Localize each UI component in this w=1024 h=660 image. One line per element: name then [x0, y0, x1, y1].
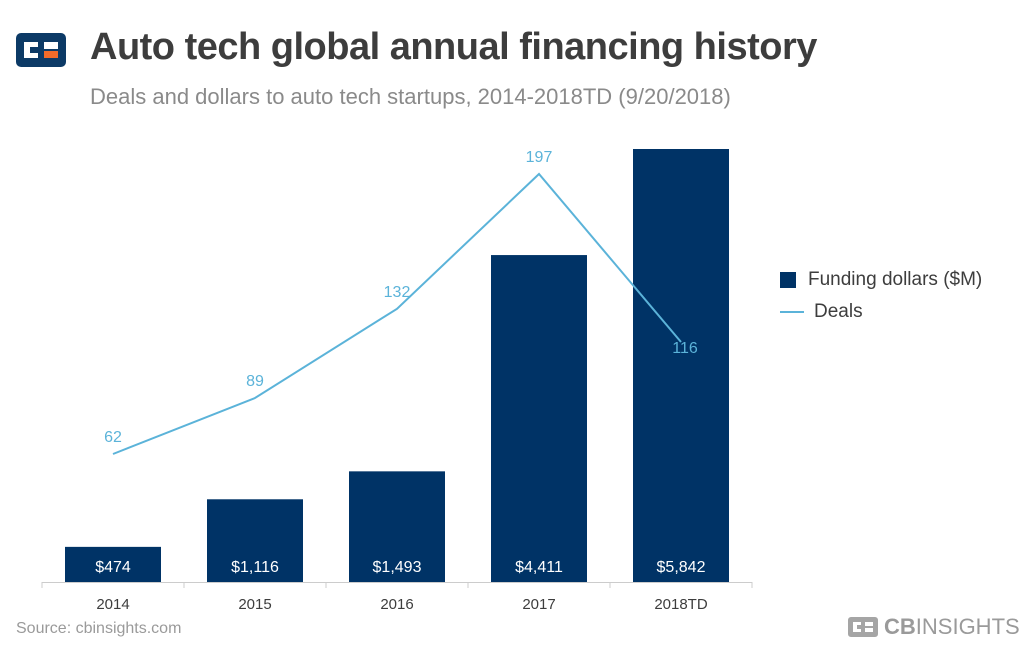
- brand-light-text: INSIGHTS: [915, 614, 1020, 639]
- deals-value-label: 116: [672, 340, 698, 357]
- bar-value-label: $474: [95, 559, 131, 576]
- brand-bold-text: CB: [884, 614, 916, 639]
- x-tick-label: 2018TD: [654, 596, 708, 613]
- legend-swatch-funding: [780, 272, 796, 288]
- deals-value-label: 197: [526, 149, 553, 166]
- bar-value-label: $1,116: [231, 559, 279, 576]
- legend-swatch-deals: [780, 311, 804, 313]
- cbinsights-brand: CB INSIGHTS: [848, 614, 1020, 640]
- x-tick-label: 2014: [96, 596, 129, 613]
- chart-title: Auto tech global annual financing histor…: [90, 26, 817, 68]
- bar-value-label: $4,411: [515, 559, 563, 576]
- bar-value-label: $1,493: [373, 559, 422, 576]
- deals-value-label: 89: [246, 373, 264, 390]
- source-note: Source: cbinsights.com: [16, 620, 182, 637]
- cb-logo-icon: [16, 33, 66, 67]
- deals-value-label: 132: [384, 284, 411, 301]
- legend-item-funding: Funding dollars ($M): [780, 264, 982, 296]
- deals-line: [112, 172, 682, 455]
- bar-2017: [491, 255, 587, 582]
- legend-label-funding: Funding dollars ($M): [808, 269, 983, 290]
- bar-2014: [65, 546, 161, 582]
- cbinsights-mark-icon: [848, 617, 878, 637]
- legend-item-deals: Deals: [780, 296, 982, 328]
- bar-value-label: $5,842: [657, 559, 706, 576]
- deals-value-label: 62: [104, 429, 122, 446]
- legend-label-deals: Deals: [814, 301, 863, 322]
- x-tick-label: 2017: [522, 596, 555, 613]
- x-tick-label: 2015: [238, 596, 271, 613]
- bar-2018TD: [633, 149, 729, 582]
- x-tick-label: 2016: [380, 596, 413, 613]
- chart-subtitle: Deals and dollars to auto tech startups,…: [90, 84, 731, 109]
- chart-legend: Funding dollars ($M) Deals: [780, 264, 982, 328]
- bar-2016: [349, 471, 445, 582]
- bar-2015: [207, 499, 303, 582]
